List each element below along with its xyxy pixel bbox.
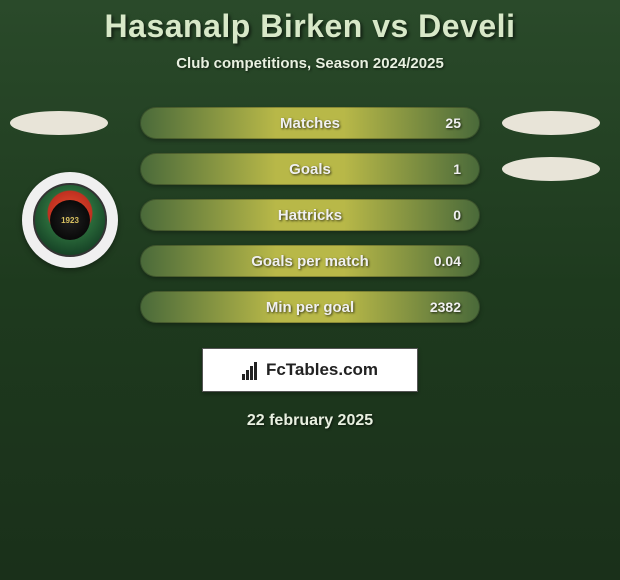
comparison-card: Hasanalp Birken vs Develi Club competiti… bbox=[0, 0, 620, 430]
stat-value: 0 bbox=[453, 207, 461, 223]
stat-row: Matches 25 bbox=[0, 100, 620, 146]
right-placeholder-oval-1 bbox=[502, 111, 600, 135]
stat-label: Goals per match bbox=[251, 253, 369, 270]
left-placeholder-oval bbox=[10, 111, 108, 135]
stat-row: Hattricks 0 bbox=[0, 192, 620, 238]
stat-value: 0.04 bbox=[434, 253, 461, 269]
stat-bar-goals: Goals 1 bbox=[140, 153, 480, 185]
date-text: 22 february 2025 bbox=[0, 412, 620, 430]
stat-row: Min per goal 2382 bbox=[0, 284, 620, 330]
stat-bar-goals-per-match: Goals per match 0.04 bbox=[140, 245, 480, 277]
stat-bar-min-per-goal: Min per goal 2382 bbox=[140, 291, 480, 323]
right-placeholder-oval-2 bbox=[502, 157, 600, 181]
brand-box[interactable]: FcTables.com bbox=[202, 348, 418, 392]
stat-bar-hattricks: Hattricks 0 bbox=[140, 199, 480, 231]
stat-label: Hattricks bbox=[278, 207, 342, 224]
stat-row: Goals 1 bbox=[0, 146, 620, 192]
bar-chart-icon bbox=[242, 360, 262, 380]
stat-value: 25 bbox=[445, 115, 461, 131]
stat-row: Goals per match 0.04 bbox=[0, 238, 620, 284]
stat-value: 1 bbox=[453, 161, 461, 177]
brand-name: FcTables.com bbox=[266, 360, 378, 380]
stat-label: Min per goal bbox=[266, 299, 354, 316]
subtitle: Club competitions, Season 2024/2025 bbox=[0, 55, 620, 72]
page-title: Hasanalp Birken vs Develi bbox=[0, 8, 620, 45]
stat-bar-matches: Matches 25 bbox=[140, 107, 480, 139]
stat-value: 2382 bbox=[430, 299, 461, 315]
stat-label: Matches bbox=[280, 115, 340, 132]
stat-label: Goals bbox=[289, 161, 331, 178]
